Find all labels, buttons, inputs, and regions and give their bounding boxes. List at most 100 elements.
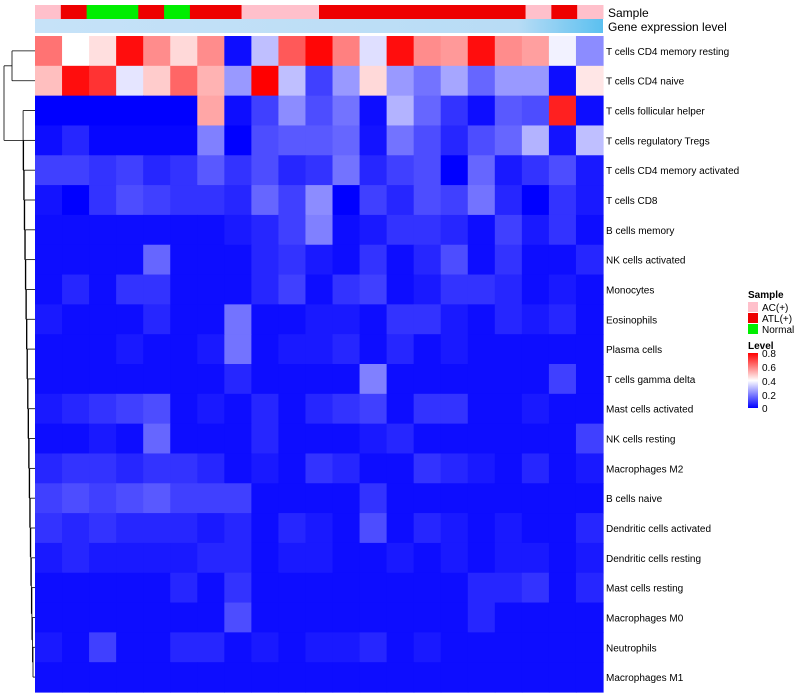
heatmap-cell bbox=[494, 65, 523, 97]
level-tick-0-8: 0.8 bbox=[762, 349, 776, 360]
row-label: Dendritic cells resting bbox=[606, 554, 701, 565]
heatmap-cell bbox=[278, 662, 307, 693]
heatmap-cell bbox=[521, 513, 550, 544]
heatmap-cell bbox=[116, 364, 144, 395]
heatmap-cell bbox=[116, 334, 144, 365]
row-labels: T cells CD4 memory resting T cells CD4 na… bbox=[606, 47, 739, 684]
heatmap-cell bbox=[332, 65, 361, 97]
heatmap-cell bbox=[116, 95, 144, 127]
heatmap-cell bbox=[332, 602, 361, 633]
heatmap-cell bbox=[89, 244, 117, 276]
heatmap-cell bbox=[35, 274, 63, 305]
heatmap-cell bbox=[278, 364, 307, 395]
heatmap-cell bbox=[305, 95, 334, 127]
heatmap-cell bbox=[35, 185, 63, 216]
row-label: Macrophages M1 bbox=[606, 673, 684, 684]
heatmap-cell bbox=[116, 423, 144, 455]
heatmap-cell bbox=[359, 483, 388, 514]
heatmap-cell bbox=[62, 542, 90, 574]
heatmap-cell bbox=[170, 483, 198, 514]
heatmap-cell bbox=[494, 542, 523, 574]
heatmap-cell bbox=[575, 125, 604, 156]
heatmap-cell bbox=[548, 155, 577, 186]
heatmap-cell bbox=[224, 572, 252, 604]
heatmap-cell bbox=[62, 304, 90, 335]
heatmap-cell bbox=[359, 244, 388, 276]
heatmap-cell bbox=[413, 125, 442, 156]
heatmap-cell bbox=[521, 364, 550, 395]
heatmap-cell bbox=[440, 364, 469, 395]
row-label: B cells memory bbox=[606, 226, 674, 237]
heatmap-cell bbox=[494, 393, 523, 425]
heatmap-cell bbox=[143, 274, 171, 305]
heatmap-cell bbox=[440, 185, 469, 216]
heatmap-cell bbox=[170, 244, 198, 276]
heatmap-cell bbox=[521, 95, 550, 127]
sample-annotation-cell bbox=[448, 5, 475, 19]
heatmap-cell bbox=[197, 155, 225, 186]
heatmap-cell bbox=[278, 155, 307, 186]
heatmap-cell bbox=[251, 36, 280, 67]
heatmap-cell bbox=[251, 483, 280, 514]
heatmap-cell bbox=[278, 393, 307, 425]
gene-expression-annotation-label: Gene expression level bbox=[608, 20, 727, 34]
heatmap-cell bbox=[197, 125, 225, 156]
heatmap-cell bbox=[440, 214, 469, 246]
heatmap-cell bbox=[116, 453, 144, 484]
heatmap-cell bbox=[143, 36, 171, 67]
heatmap-cell bbox=[413, 334, 442, 365]
heatmap-cell bbox=[359, 423, 388, 455]
heatmap-cell bbox=[89, 65, 117, 97]
heatmap-cell bbox=[143, 632, 171, 663]
heatmap-cell bbox=[521, 602, 550, 633]
heatmap-cell bbox=[575, 155, 604, 186]
heatmap-cell bbox=[143, 95, 171, 127]
heatmap-cell bbox=[143, 393, 171, 425]
heatmap-cell bbox=[440, 65, 469, 97]
heatmap-cell bbox=[521, 214, 550, 246]
heatmap-cell bbox=[575, 185, 604, 216]
heatmap-cells bbox=[35, 36, 604, 693]
heatmap-cell bbox=[548, 334, 577, 365]
heatmap-cell bbox=[35, 334, 63, 365]
heatmap-cell bbox=[575, 513, 604, 544]
heatmap-cell bbox=[170, 423, 198, 455]
heatmap-cell bbox=[386, 513, 415, 544]
heatmap-cell bbox=[521, 483, 550, 514]
heatmap-cell bbox=[440, 244, 469, 276]
heatmap-cell bbox=[251, 244, 280, 276]
heatmap-cell bbox=[197, 244, 225, 276]
heatmap-cell bbox=[170, 602, 198, 633]
heatmap-cell bbox=[440, 602, 469, 633]
row-label: T cells follicular helper bbox=[606, 107, 705, 118]
heatmap-cell bbox=[413, 244, 442, 276]
heatmap-cell bbox=[386, 125, 415, 156]
heatmap-cell bbox=[143, 244, 171, 276]
heatmap-cell bbox=[332, 244, 361, 276]
heatmap-cell bbox=[62, 572, 90, 604]
row-label: NK cells resting bbox=[606, 435, 675, 446]
heatmap-cell bbox=[224, 662, 252, 693]
heatmap-cell bbox=[413, 304, 442, 335]
heatmap-cell bbox=[521, 632, 550, 663]
heatmap-cell bbox=[413, 364, 442, 395]
heatmap-cell bbox=[359, 65, 388, 97]
heatmap-cell bbox=[143, 125, 171, 156]
heatmap-cell bbox=[575, 36, 604, 67]
heatmap-cell bbox=[467, 542, 496, 574]
heatmap-cell bbox=[521, 65, 550, 97]
heatmap-cell bbox=[494, 244, 523, 276]
heatmap-cell bbox=[89, 304, 117, 335]
heatmap-cell bbox=[89, 662, 117, 693]
heatmap-cell bbox=[386, 453, 415, 484]
heatmap-cell bbox=[197, 572, 225, 604]
heatmap-cell bbox=[413, 513, 442, 544]
heatmap-cell bbox=[116, 572, 144, 604]
heatmap-cell bbox=[62, 155, 90, 186]
heatmap-cell bbox=[386, 632, 415, 663]
heatmap-cell bbox=[467, 214, 496, 246]
heatmap-cell bbox=[575, 244, 604, 276]
heatmap-cell bbox=[467, 95, 496, 127]
heatmap-cell bbox=[467, 274, 496, 305]
heatmap-cell bbox=[467, 483, 496, 514]
